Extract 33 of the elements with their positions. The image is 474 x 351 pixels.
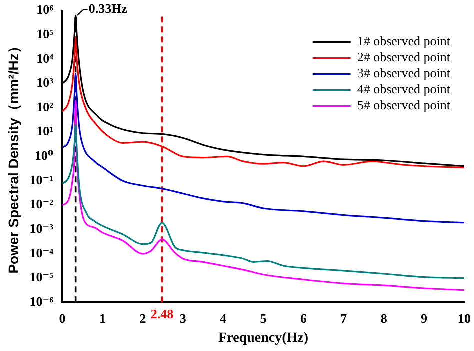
y-tick-label: 10⁻³ (30, 221, 54, 236)
x-tick-label: 3 (180, 310, 187, 326)
x-tick-label: 8 (380, 310, 388, 326)
x-axis-title: Frequency(Hz) (218, 331, 309, 346)
y-tick-label: 10⁻⁶ (30, 294, 54, 309)
y-tick-label: 10⁻⁵ (30, 270, 54, 285)
y-tick-label: 10⁵ (36, 26, 54, 42)
y-tick-label: 10¹ (36, 124, 54, 139)
x-tick-label: 7 (340, 310, 348, 326)
y-axis-title: Power Spectral Density（mm²/Hz） (5, 40, 22, 274)
x-tick-label: 4 (220, 310, 228, 326)
x-tick-label: 0 (59, 310, 66, 326)
y-tick-label: 10⁻¹ (30, 172, 54, 188)
x-tick-label: 10 (458, 310, 471, 326)
x-tick-label: 6 (300, 310, 308, 326)
ref-line-label: 2.48 (150, 306, 174, 322)
legend-label: 5# observed point (357, 98, 451, 113)
x-tick-label: 2 (140, 310, 146, 326)
legend-label: 3# observed point (357, 66, 451, 81)
x-tick-label: 9 (421, 310, 428, 326)
x-tick-label: 1 (100, 310, 106, 326)
y-tick-label: 10⁶ (36, 2, 54, 18)
annotation: 0.33Hz (88, 1, 128, 16)
y-tick-label: 10² (36, 99, 54, 114)
x-tick-label: 5 (260, 310, 268, 326)
legend-label: 2# observed point (357, 50, 451, 65)
y-tick-label: 10³ (36, 75, 54, 90)
legend-label: 1# observed point (357, 34, 451, 49)
legend-label: 4# observed point (357, 82, 451, 97)
y-tick-label: 10⁰ (34, 148, 54, 164)
y-tick-label: 10⁻⁴ (30, 245, 54, 260)
y-tick-label: 10⁻² (30, 196, 54, 212)
y-tick-label: 10⁴ (36, 50, 54, 66)
